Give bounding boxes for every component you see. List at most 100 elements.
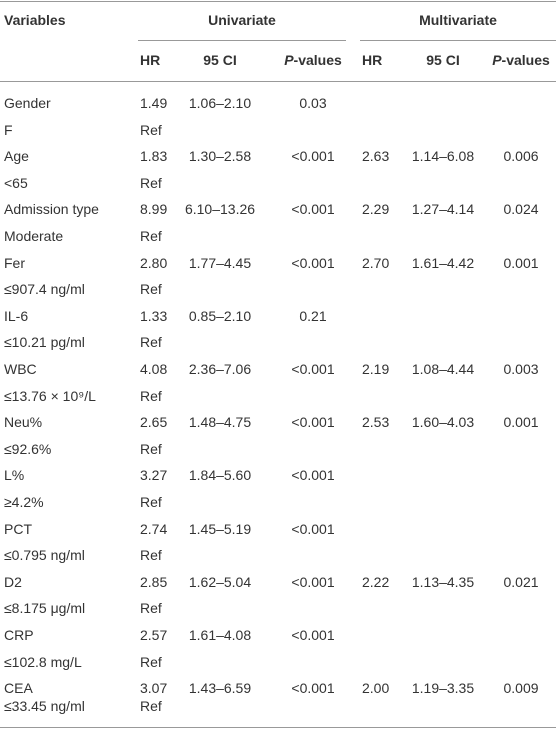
value-cell: 8.99	[140, 201, 168, 218]
value-cell: 1.62–5.04	[188, 573, 252, 590]
value-cell: 2.65	[140, 414, 168, 431]
value-cell: 2.22	[362, 573, 390, 590]
value-cell: 2.53	[362, 414, 390, 431]
value-cell: 1.13–4.35	[411, 573, 475, 590]
group-rule	[138, 40, 346, 41]
value-cell: 1.30–2.58	[188, 148, 252, 165]
variable-cell: D2	[4, 573, 22, 590]
variable-cell: Moderate	[4, 228, 64, 244]
variable-cell: ≥4.2%	[4, 494, 44, 510]
variable-cell: CEA	[4, 680, 33, 697]
value-cell: <0.001	[291, 414, 335, 431]
value-cell: Ref	[140, 387, 162, 404]
value-cell: 0.024	[503, 201, 539, 218]
value-cell: 2.00	[362, 680, 390, 697]
value-cell: 2.19	[362, 361, 390, 377]
bottom-rule	[0, 727, 556, 728]
value-cell: 2.63	[362, 148, 390, 165]
variable-cell: Neu%	[4, 414, 43, 431]
column-header: 95 CI	[203, 52, 237, 68]
value-cell: Ref	[140, 440, 162, 457]
variable-cell: CRP	[4, 627, 34, 643]
column-header: P-values	[284, 52, 342, 68]
value-cell: 1.19–3.35	[411, 680, 475, 697]
value-cell: 1.33	[140, 307, 168, 324]
variable-cell: Fer	[4, 254, 25, 271]
value-cell: <0.001	[291, 520, 335, 537]
variable-cell: ≤92.6%	[4, 440, 52, 457]
variable-cell: <65	[4, 174, 28, 191]
value-cell: 1.43–6.59	[188, 680, 252, 697]
variables-header: Variables	[4, 12, 66, 28]
value-cell: 0.21	[299, 307, 327, 324]
value-cell: 1.06–2.10	[188, 95, 252, 111]
value-cell: 0.001	[503, 414, 539, 431]
value-cell: Ref	[140, 121, 162, 138]
value-cell: 1.08–4.44	[411, 361, 475, 377]
variable-cell: PCT	[4, 520, 32, 537]
value-cell: <0.001	[291, 680, 335, 697]
variable-cell: ≤33.45 ng/ml	[4, 698, 85, 714]
variable-cell: ≤0.795 ng/ml	[4, 547, 85, 564]
value-cell: Ref	[140, 174, 162, 191]
variable-cell: ≤8.175 μg/ml	[4, 600, 86, 617]
group-rule	[360, 40, 556, 41]
value-cell: 1.49	[140, 95, 168, 111]
value-cell: 0.006	[503, 148, 539, 165]
variable-cell: ≤13.76 × 10⁹/L	[4, 387, 96, 404]
variable-cell: F	[4, 121, 13, 138]
value-cell: Ref	[140, 228, 162, 244]
column-header: HR	[362, 52, 383, 68]
value-cell: <0.001	[291, 627, 335, 643]
value-cell: 2.74	[140, 520, 168, 537]
value-cell: 2.36–7.06	[188, 361, 252, 377]
value-cell: <0.001	[291, 148, 335, 165]
value-cell: 2.80	[140, 254, 168, 271]
value-cell: Ref	[140, 494, 162, 510]
value-cell: 1.83	[140, 148, 168, 165]
variable-cell: ≤907.4 ng/ml	[4, 281, 85, 298]
value-cell: Ref	[140, 281, 162, 298]
group-header: Univariate	[208, 12, 276, 28]
value-cell: Ref	[140, 653, 162, 670]
value-cell: 0.001	[503, 254, 539, 271]
value-cell: 2.70	[362, 254, 390, 271]
value-cell: 0.021	[503, 573, 539, 590]
column-header: HR	[140, 52, 161, 68]
value-cell: Ref	[140, 334, 162, 351]
value-cell: <0.001	[291, 201, 335, 218]
variable-cell: Gender	[4, 95, 51, 111]
value-cell: 1.48–4.75	[188, 414, 252, 431]
value-cell: 3.07	[140, 680, 168, 697]
value-cell: 1.27–4.14	[411, 201, 475, 218]
value-cell: 1.77–4.45	[188, 254, 252, 271]
value-cell: 3.27	[140, 467, 168, 484]
value-cell: 1.61–4.42	[411, 254, 475, 271]
variable-cell: WBC	[4, 361, 37, 377]
variable-cell: ≤10.21 pg/ml	[4, 334, 85, 351]
value-cell: 1.84–5.60	[188, 467, 252, 484]
value-cell: Ref	[140, 698, 162, 714]
variable-cell: Age	[4, 148, 29, 165]
value-cell: 0.003	[503, 361, 539, 377]
value-cell: 0.03	[299, 95, 327, 111]
column-header: P-values	[492, 52, 550, 68]
value-cell: <0.001	[291, 573, 335, 590]
value-cell: 4.08	[140, 361, 168, 377]
value-cell: 2.29	[362, 201, 390, 218]
value-cell: <0.001	[291, 361, 335, 377]
value-cell: 1.60–4.03	[411, 414, 475, 431]
variable-cell: L%	[4, 467, 25, 484]
header-rule	[0, 81, 556, 82]
value-cell: 6.10–13.26	[184, 201, 256, 218]
column-header: 95 CI	[426, 52, 460, 68]
value-cell: 2.85	[140, 573, 168, 590]
value-cell: <0.001	[291, 467, 335, 484]
variable-cell: Admission type	[4, 201, 99, 218]
value-cell: 1.61–4.08	[188, 627, 252, 643]
top-rule	[0, 1, 556, 2]
value-cell: 0.009	[503, 680, 539, 697]
variable-cell: IL-6	[4, 307, 29, 324]
variable-cell: ≤102.8 mg/L	[4, 653, 82, 670]
